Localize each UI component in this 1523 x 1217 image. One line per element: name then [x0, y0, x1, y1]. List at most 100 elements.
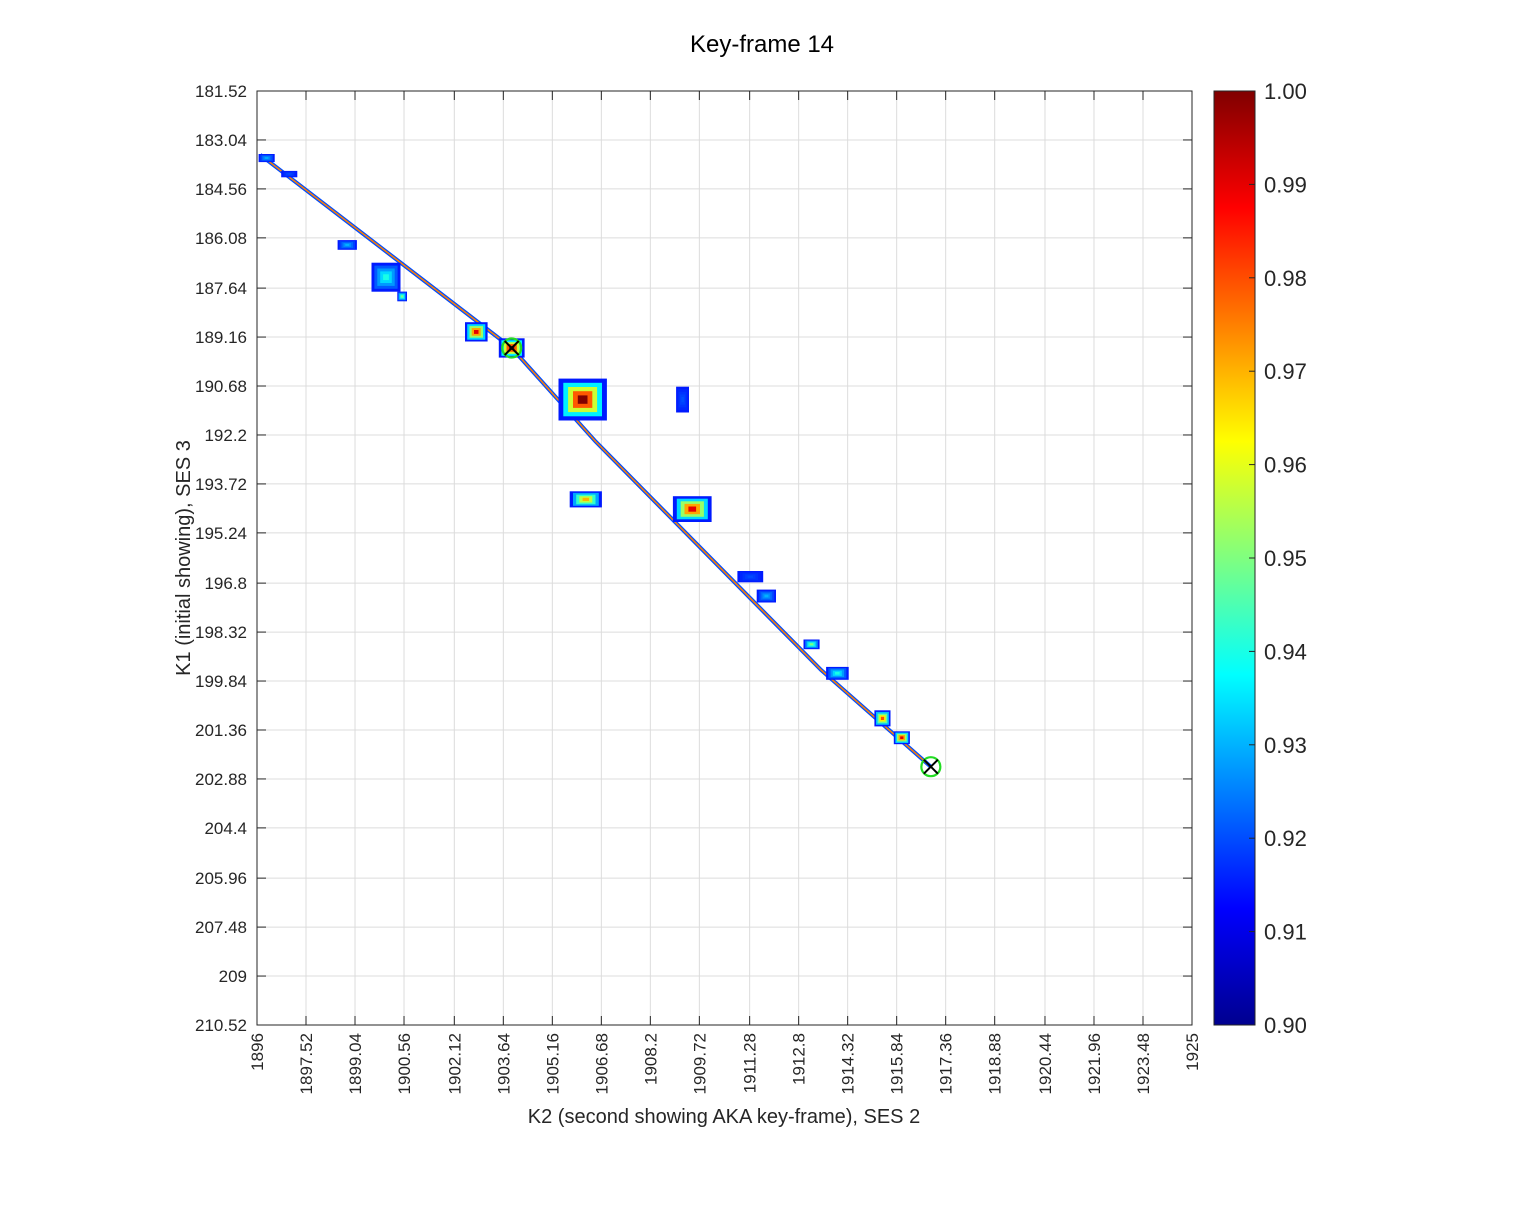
- colorbar-tick-label: 0.93: [1264, 733, 1307, 758]
- y-tick-label: 184.56: [195, 180, 247, 199]
- x-tick-label: 1923.48: [1134, 1033, 1153, 1094]
- heatmap-blob: [281, 170, 298, 178]
- colorbar-tick-label: 0.98: [1264, 266, 1307, 291]
- colorbar-tick-label: 1.00: [1264, 79, 1307, 104]
- heatmap-cell: [265, 157, 269, 159]
- x-tick-label: 1920.44: [1036, 1033, 1055, 1094]
- heatmap-blob: [465, 322, 488, 342]
- heatmap-blob: [893, 731, 910, 745]
- x-tick-label: 1897.52: [297, 1033, 316, 1094]
- x-tick-label: 1925: [1183, 1033, 1202, 1071]
- marker-circle: [501, 337, 523, 359]
- heatmap-blob: [558, 378, 607, 421]
- colorbar-tick-label: 0.94: [1264, 639, 1307, 664]
- y-tick-label: 204.4: [204, 819, 247, 838]
- heatmap-cell: [880, 716, 885, 720]
- y-tick-label: 199.84: [195, 672, 247, 691]
- x-axis-ticks: 1896 1897.52 1899.04 1900.56 1902.12 1903.64 1…: [248, 91, 1202, 1094]
- heatmap-cell: [900, 736, 904, 739]
- x-tick-label: 1903.64: [494, 1033, 513, 1094]
- grid-lines: [256, 90, 1193, 1026]
- heatmap-blob: [826, 666, 849, 680]
- plot-frame: [256, 90, 1193, 1026]
- marker-cross: [503, 340, 520, 356]
- y-tick-label: 181.52: [195, 82, 247, 101]
- y-tick-label: 201.36: [195, 721, 247, 740]
- heatmap-cell: [809, 643, 814, 646]
- plot-area: [256, 90, 1193, 1026]
- heatmap-blob: [258, 154, 275, 163]
- y-tick-label: 205.96: [195, 869, 247, 888]
- heatmap-blob: [569, 491, 602, 508]
- y-axis-label: K1 (initial showing), SES 3: [173, 440, 195, 676]
- x-tick-label: 1912.8: [790, 1033, 809, 1085]
- y-tick-label: 198.32: [195, 623, 247, 642]
- x-tick-label: 1914.32: [839, 1033, 858, 1094]
- x-tick-label: 1908.2: [641, 1033, 660, 1085]
- heatmap-blob: [874, 710, 891, 727]
- x-tick-label: 1915.84: [888, 1033, 907, 1094]
- y-tick-label: 190.68: [195, 377, 247, 396]
- x-tick-label: 1906.68: [592, 1033, 611, 1094]
- heatmap-blob: [803, 639, 820, 650]
- heatmap-cell: [688, 506, 697, 512]
- y-tick-label: 196.8: [204, 574, 247, 593]
- y-tick-label: 183.04: [195, 131, 247, 150]
- x-tick-label: 1899.04: [346, 1033, 365, 1094]
- x-tick-label: 1909.72: [690, 1033, 709, 1094]
- colorbar-tick-label: 0.92: [1264, 826, 1307, 851]
- matching-markers: [501, 337, 942, 778]
- colorbar-tick-label: 0.96: [1264, 453, 1307, 478]
- y-tick-label: 189.16: [195, 328, 247, 347]
- y-tick-label: 207.48: [195, 918, 247, 937]
- heatmap-blob: [756, 589, 776, 603]
- heatmap-cell: [577, 395, 588, 404]
- colorbar-tick-label: 0.97: [1264, 359, 1307, 384]
- heatmap-blob: [676, 386, 689, 413]
- colorbar-ticks: 1.00 0.99 0.98 0.97 0.96 0.95 0.94 0.93 0.92 0.91…: [1249, 79, 1307, 1038]
- heatmap-blob: [337, 240, 357, 250]
- heatmap-cell: [835, 672, 840, 675]
- x-tick-label: 1902.12: [445, 1033, 464, 1094]
- heatmap-cell: [474, 330, 479, 334]
- heatmap-cell: [747, 575, 753, 578]
- y-tick-label: 202.88: [195, 770, 247, 789]
- marker-cross: [923, 758, 939, 775]
- colorbar-gradient: [1213, 90, 1256, 1026]
- heatmap-cell: [401, 295, 403, 298]
- heatmap-blob: [672, 496, 712, 522]
- colorbar-tick-label: 0.99: [1264, 172, 1307, 197]
- y-tick-label: 186.08: [195, 229, 247, 248]
- x-axis-label: K2 (second showing AKA key-frame), SES 2: [528, 1106, 920, 1128]
- y-tick-label: 209: [219, 967, 247, 986]
- colorbar-tick-label: 0.90: [1264, 1013, 1307, 1038]
- marker-circle: [920, 756, 942, 778]
- x-tick-label: 1900.56: [395, 1033, 414, 1094]
- y-tick-label: 210.52: [195, 1016, 247, 1035]
- y-tick-label: 187.64: [195, 279, 247, 298]
- colorbar-tick-label: 0.91: [1264, 920, 1307, 945]
- diagonal-match-core: [259, 154, 932, 768]
- x-tick-label: 1917.36: [937, 1033, 956, 1094]
- heatmap-cell: [287, 173, 291, 175]
- y-tick-label: 195.24: [195, 524, 247, 543]
- x-tick-label: 1918.88: [986, 1033, 1005, 1094]
- x-tick-label: 1911.28: [741, 1033, 760, 1093]
- heatmap-blob: [397, 291, 407, 302]
- heatmap-blob: [737, 571, 764, 583]
- heatmap-cell: [582, 497, 589, 501]
- match-marker: [920, 756, 942, 778]
- x-tick-label: 1921.96: [1085, 1033, 1104, 1094]
- x-tick-label: 1896: [248, 1033, 267, 1071]
- x-tick-label: 1905.16: [543, 1033, 562, 1094]
- heatmap-cell: [681, 397, 684, 403]
- chart-title: Key-frame 14: [690, 31, 834, 58]
- heatmap-cell: [764, 594, 769, 598]
- colorbar-tick-label: 0.95: [1264, 546, 1307, 571]
- y-tick-label: 193.72: [195, 475, 247, 494]
- match-marker: [501, 337, 523, 359]
- y-tick-label: 192.2: [204, 426, 247, 445]
- colorbar: 1.00 0.99 0.98 0.97 0.96 0.95 0.94 0.93 0.92 0.91…: [1213, 79, 1307, 1038]
- heatmap-cell: [345, 244, 350, 246]
